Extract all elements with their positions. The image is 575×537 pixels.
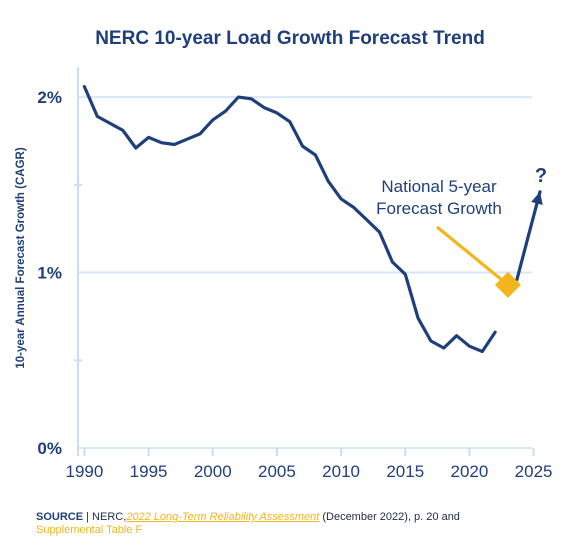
- forecast-label-line: National 5-year: [381, 177, 497, 196]
- x-tick-label: 2015: [386, 462, 424, 481]
- y-tick-label: 2%: [37, 88, 62, 107]
- series: [82, 85, 543, 354]
- chart-title: NERC 10-year Load Growth Forecast Trend: [95, 28, 485, 49]
- x-tick-label: 2020: [451, 462, 489, 481]
- y-tick-label: 0%: [37, 439, 62, 458]
- source-org: NERC,: [92, 511, 127, 523]
- projection-question-mark: ?: [535, 165, 547, 187]
- source-detail: (December 2022), p. 20 and: [322, 511, 460, 523]
- annotations: ? National 5-year Forecast Growth: [376, 165, 547, 298]
- x-tick-label: 2005: [258, 462, 296, 481]
- x-tick-label: 1990: [66, 462, 104, 481]
- series-line: [82, 85, 497, 354]
- forecast-marker: [494, 271, 521, 298]
- forecast-label-line: Forecast Growth: [376, 199, 502, 218]
- source-continued: Supplemental Table F: [36, 524, 143, 536]
- source-separator: |: [86, 511, 89, 523]
- projection-arrowhead: [531, 191, 543, 205]
- x-tick-label: 1995: [130, 462, 168, 481]
- source-note: SOURCE | NERC,2022 Long-Term Reliability…: [36, 511, 536, 537]
- axes: 1990 1995 2000 2005 2010 2015 2020 2025 0% 1% 2%: [37, 67, 552, 481]
- y-axis-label: 10-year Annual Forecast Growth (CAGR): [15, 147, 27, 368]
- x-tick-label: 2010: [322, 462, 360, 481]
- source-link[interactable]: 2022 Long-Term Reliability Assessment: [126, 511, 320, 523]
- forecast-label: National 5-year Forecast Growth: [376, 177, 502, 218]
- projection-line: [515, 190, 542, 282]
- y-tick-label: 1%: [37, 264, 62, 283]
- source-label: SOURCE: [36, 511, 84, 523]
- x-tick-label: 2000: [194, 462, 232, 481]
- forecast-leader-line: [435, 225, 509, 287]
- grid: [78, 96, 532, 449]
- x-tick-label: 2025: [515, 462, 553, 481]
